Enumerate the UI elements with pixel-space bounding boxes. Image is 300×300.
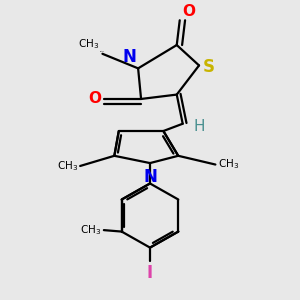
Text: I: I xyxy=(147,264,153,282)
Text: $\mathregular{CH_3}$: $\mathregular{CH_3}$ xyxy=(78,37,100,51)
Text: N: N xyxy=(123,48,136,66)
Text: $\mathregular{CH_3}$: $\mathregular{CH_3}$ xyxy=(218,158,239,171)
Text: N: N xyxy=(143,168,157,186)
Text: $\mathregular{CH_3}$: $\mathregular{CH_3}$ xyxy=(57,159,78,173)
Text: O: O xyxy=(183,4,196,19)
Text: H: H xyxy=(193,119,205,134)
Text: methyl: methyl xyxy=(100,51,105,52)
Text: O: O xyxy=(88,92,102,106)
Text: S: S xyxy=(202,58,214,76)
Text: $\mathregular{CH_3}$: $\mathregular{CH_3}$ xyxy=(80,223,101,237)
